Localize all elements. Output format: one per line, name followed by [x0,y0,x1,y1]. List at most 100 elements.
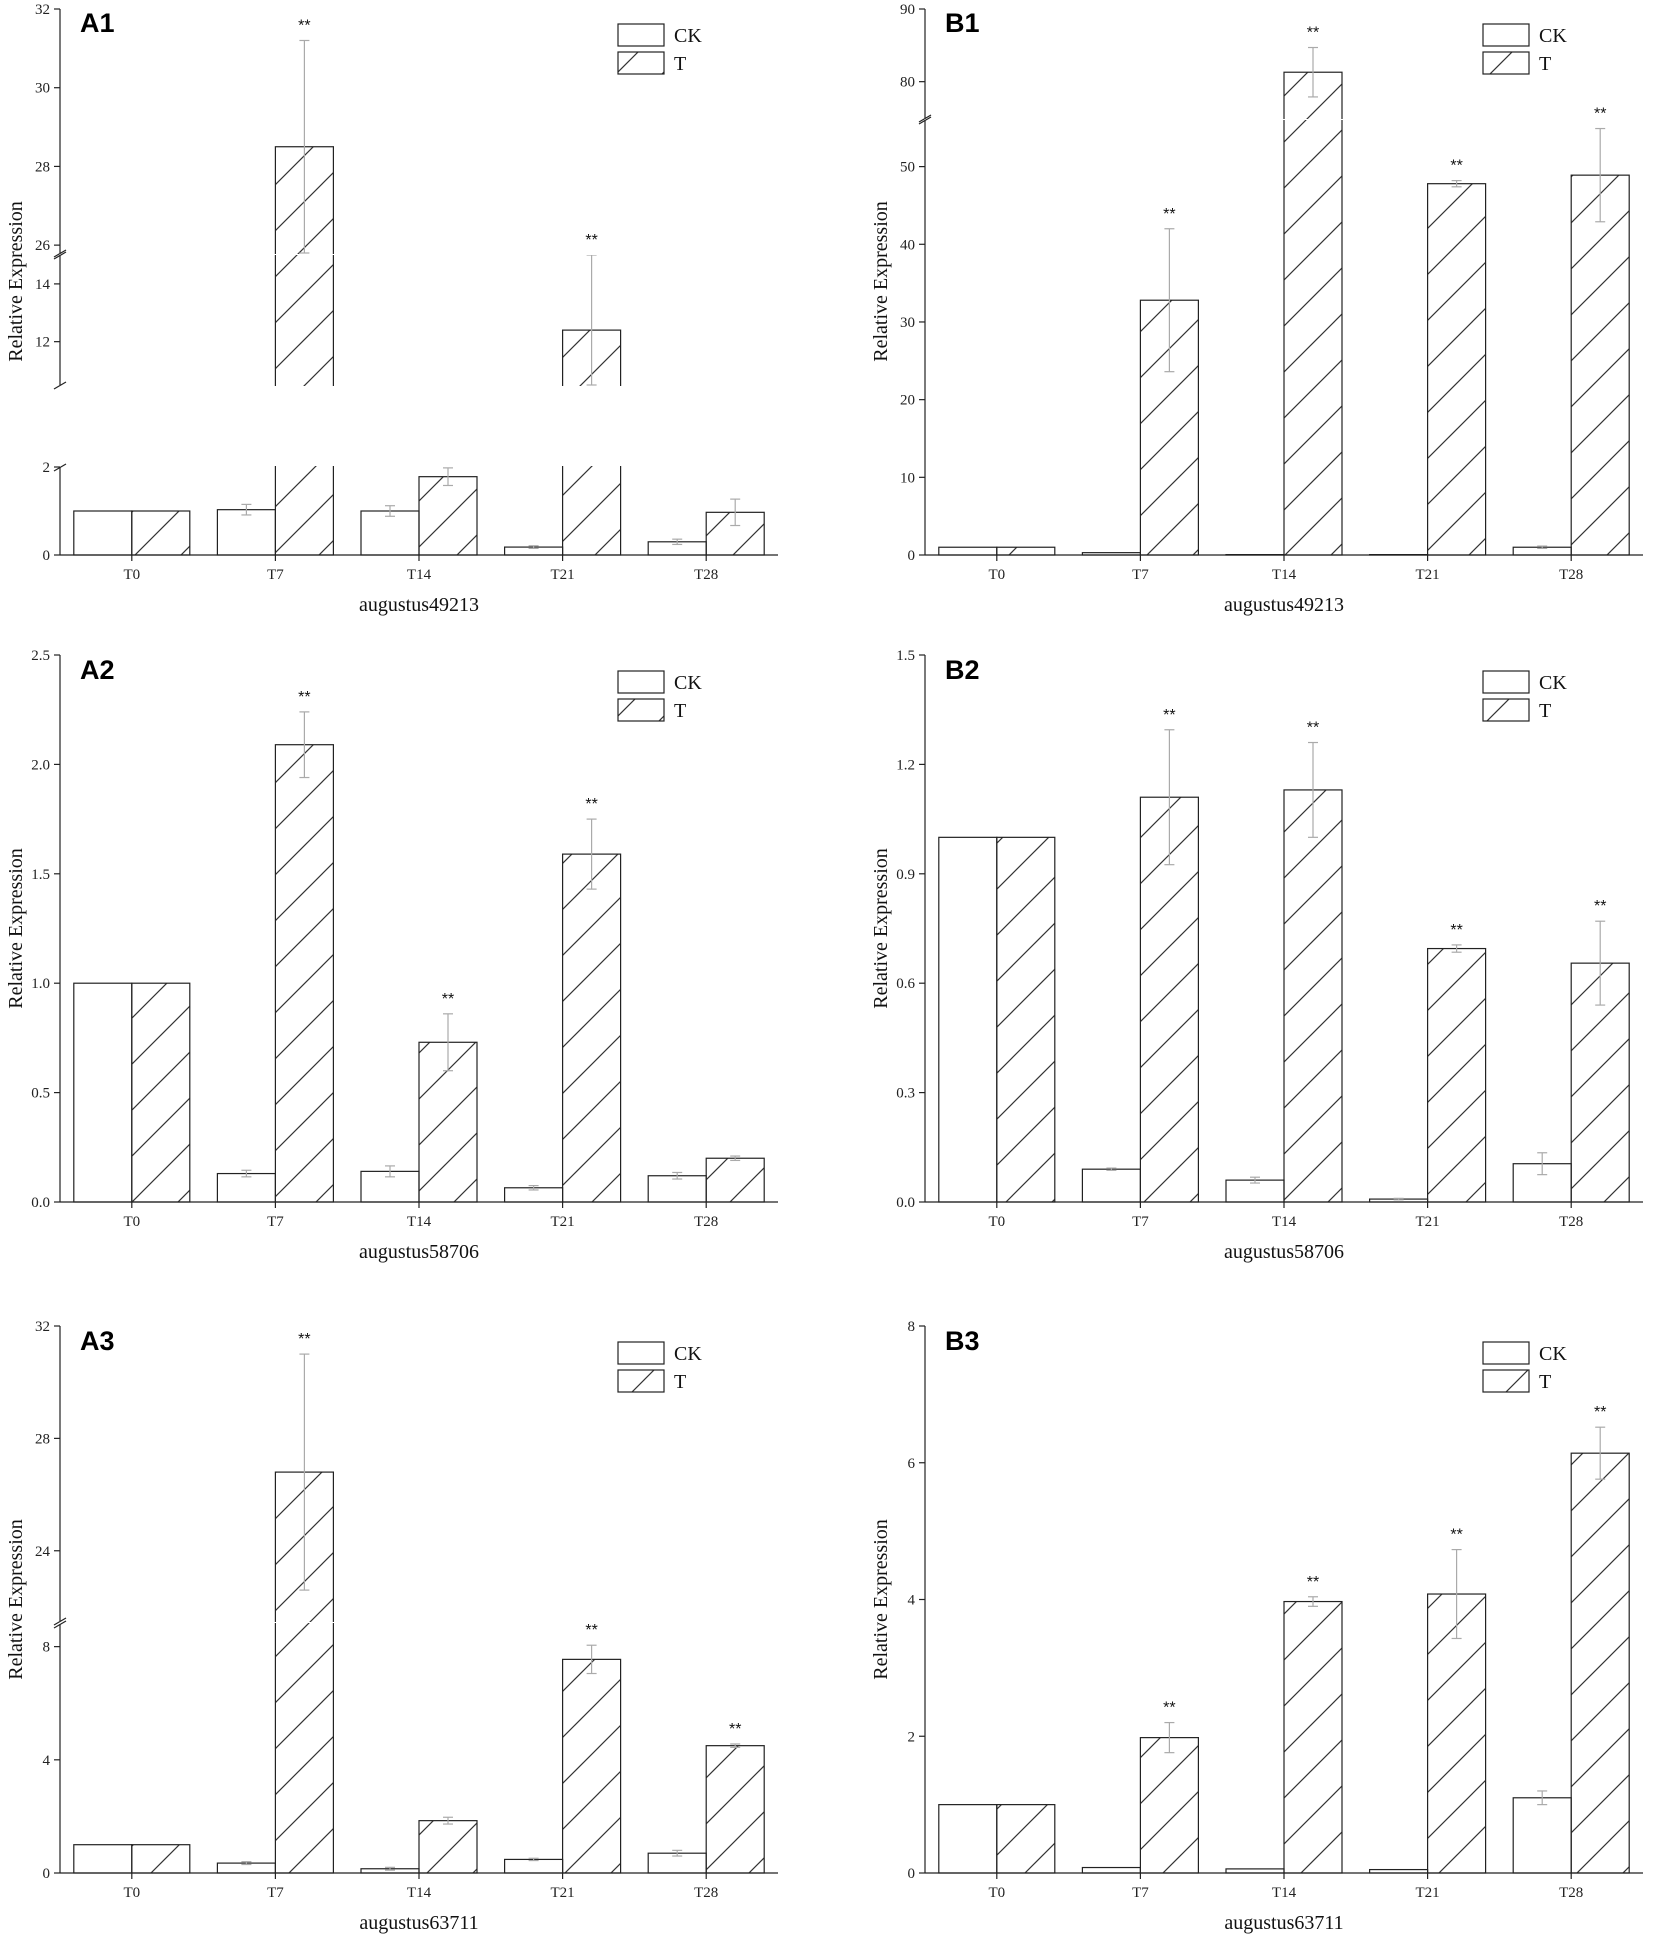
bar-t-t28 [705,1157,765,1203]
bar-t-t0 [131,1844,191,1874]
panel-label: B3 [945,1326,980,1356]
y-axis-title: Relative Expression [870,848,892,1009]
bar-ck-t0 [73,982,133,1203]
x-tick-label: T0 [123,567,140,583]
y-tick-label: 30 [900,315,915,331]
x-tick-label: T21 [551,1214,575,1230]
y-tick-label: 0 [43,1866,51,1882]
panel-label: A3 [80,1326,115,1356]
y-tick-label: 2.0 [31,757,50,773]
bar-t-t7 [1139,1737,1200,1874]
y-tick-label: 0.9 [896,867,915,883]
y-axis-title: Relative Expression [5,1519,27,1680]
y-tick-label: 0.0 [31,1195,50,1211]
significance-label: ** [585,232,597,249]
x-axis-title: augustus58706 [1224,1241,1344,1263]
axis-break-gap [919,119,1643,120]
axis-break-gap [54,1622,778,1623]
x-tick-label: T28 [1559,1214,1583,1230]
x-tick-label: T21 [1416,1885,1440,1901]
x-tick-label: T7 [267,1214,284,1230]
legend-swatch-t [1482,698,1530,722]
bar-ck-t21 [504,1858,564,1874]
bar-t-t0 [996,546,1056,556]
significance-label: ** [1450,1527,1462,1544]
y-tick-label: 12 [35,335,50,351]
significance-label: ** [1307,25,1319,42]
significance-label: ** [298,17,310,34]
legend-label-t: T [674,700,686,722]
legend-label-ck: CK [674,1343,702,1365]
x-tick-label: T14 [1272,1214,1297,1230]
legend-swatch-ck [617,670,665,694]
y-tick-label: 28 [35,159,50,175]
x-axis-title: augustus49213 [1224,594,1344,616]
x-tick-label: T21 [551,567,575,583]
x-tick-label: T28 [1559,1885,1583,1901]
x-tick-label: T0 [123,1885,140,1901]
bar-ck-t14 [1225,1868,1285,1874]
bar-ck-t0 [938,1804,998,1874]
panel-B3: 0 2 4 6 8 T0 T7 T14 T21 T28 ** ** ** ** augustus63711 R… [870,1319,1643,1934]
y-tick-label: 8 [43,1640,51,1656]
y-tick-label: 14 [35,277,51,293]
significance-label: ** [1163,1700,1175,1717]
x-axis-title: augustus49213 [359,594,479,616]
x-tick-label: T7 [267,567,284,583]
significance-label: ** [1307,720,1319,737]
y-tick-label: 26 [35,238,51,254]
y-tick-label: 0.3 [896,1086,915,1102]
x-tick-label: T28 [694,567,718,583]
legend-swatch-ck [1482,670,1530,694]
y-axis-title: Relative Expression [870,1519,892,1680]
y-tick-label: 20 [900,393,915,409]
axis-break-mark [53,1617,67,1626]
panel-label: B2 [945,655,980,685]
y-tick-label: 32 [35,1319,50,1335]
legend-label-t: T [674,53,686,75]
x-tick-label: T28 [1559,567,1583,583]
x-axis-title: augustus58706 [359,1241,479,1263]
legend-swatch-t [617,1369,665,1393]
legend-swatch-ck [1482,23,1530,47]
legend-label-ck: CK [1539,672,1567,694]
x-tick-label: T14 [407,567,432,583]
y-tick-label: 28 [35,1431,50,1447]
bar-t-t7 [274,744,334,1203]
legend-label-t: T [1539,53,1551,75]
y-axis-title: Relative Expression [5,848,27,1009]
x-tick-label: T14 [1272,1885,1297,1901]
y-axis-title: Relative Expression [5,201,27,362]
bar-t-t21 [1426,947,1487,1203]
bar-t-t21 [561,1658,622,1874]
axis-break-mark [53,381,67,390]
panel-B2: 0.0 0.3 0.6 0.9 1.2 1.5 T0 T7 T14 T21 T28 ** ** ** ** a… [870,648,1643,1263]
bar-t-t21 [1426,183,1487,556]
axis-break-gap [54,386,778,466]
y-tick-label: 6 [908,1456,916,1472]
panel-label: A1 [80,8,115,38]
axis-break-gap [54,254,778,255]
y-tick-label: 80 [900,75,915,91]
x-axis-title: augustus63711 [359,1912,478,1934]
x-tick-label: T28 [694,1885,718,1901]
y-tick-label: 10 [900,470,915,486]
bar-ck-t0 [73,510,133,556]
significance-label: ** [1163,707,1175,724]
x-tick-label: T21 [1416,1214,1440,1230]
legend-swatch-ck [617,1341,665,1365]
bar-t-t0 [131,982,191,1203]
significance-label: ** [585,1622,597,1639]
x-tick-label: T14 [407,1214,432,1230]
axis-break-mark [53,249,67,258]
legend-swatch-ck [617,23,665,47]
significance-label: ** [298,689,310,706]
legend-label-t: T [674,1371,686,1393]
bar-ck-t0 [938,836,998,1203]
bar-t-t21 [1426,1593,1487,1874]
y-tick-label: 32 [35,2,50,18]
significance-label: ** [442,991,454,1008]
legend-label-ck: CK [1539,1343,1567,1365]
legend-swatch-t [1482,1369,1530,1393]
